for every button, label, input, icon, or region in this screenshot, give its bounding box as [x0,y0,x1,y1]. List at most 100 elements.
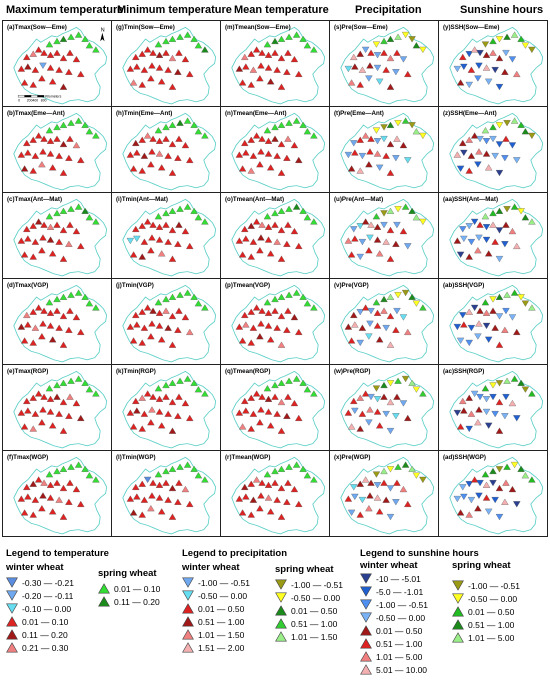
map-panel: (e)Tmax(RGP) [2,364,112,451]
station-marker [412,128,421,135]
station-marker [474,505,482,512]
station-marker [356,511,364,518]
station-marker [277,465,286,472]
station-marker [283,154,291,161]
panel-title: (e)Tmax(RGP) [7,368,49,375]
triangle-up-icon [275,631,287,642]
station-marker [489,49,497,56]
station-marker [386,380,395,387]
map-panel: (i)Tmin(Ant—Mat) [111,192,221,279]
station-marker [132,397,140,405]
station-marker [465,425,473,433]
station-marker [412,472,421,479]
station-marker [252,46,261,53]
station-marker [365,247,373,254]
panel-title: (q)Tmean(RGP) [225,368,271,375]
station-marker [126,495,135,502]
station-marker [513,501,521,508]
station-marker [303,386,312,393]
station-marker [168,226,177,234]
station-marker [459,226,467,233]
panel-title: (s)Pre(Sow—Eme) [334,24,388,31]
station-marker [489,393,497,401]
legend-item-label: -0.10 — 0.00 [22,603,72,614]
station-marker [393,135,401,142]
station-marker [138,136,146,143]
station-marker [508,314,517,321]
station-marker [356,425,364,432]
legend-item-label: -0.50 — 0.00 [198,590,248,601]
station-marker [375,164,384,171]
map-svg [122,456,217,535]
station-marker [310,46,318,53]
station-marker [495,83,504,91]
region-boundary [340,284,435,363]
map-panel: (aa)SSH(Ant—Mat) [438,192,548,279]
station-marker [155,494,164,501]
station-marker [271,479,279,486]
station-marker [183,203,192,210]
station-marker [465,223,473,230]
triangle-up-icon [98,583,110,594]
station-marker [74,31,83,38]
station-marker [92,218,100,225]
region-boundary [122,456,217,535]
region-boundary [13,198,108,277]
station-marker [17,323,26,330]
station-marker [484,508,493,515]
station-marker [465,167,473,174]
panel-title: (f)Tmax(WGP) [7,454,49,461]
station-marker [194,42,203,49]
station-marker [157,164,166,171]
map-svg [340,284,435,363]
station-marker [277,54,286,62]
station-marker [361,390,370,397]
station-marker [154,385,163,392]
station-marker [235,495,244,502]
triangle-up-icon [360,625,372,636]
map-panel: (n)Tmean(Eme—Ant) [220,106,330,193]
station-marker [31,238,40,245]
station-marker [367,307,375,315]
station-marker [510,203,519,210]
station-marker [53,393,61,400]
legend-item: 1.01 — 5.00 [360,650,428,663]
station-marker [242,63,250,70]
station-marker [168,398,177,406]
station-marker [277,226,286,234]
station-marker [77,70,85,78]
panel-title: (o)Tmean(Ant—Mat) [225,196,285,203]
map-panel: (l)Tmin(WGP) [111,450,221,537]
station-marker [476,307,484,314]
station-marker [20,79,29,86]
station-marker [284,307,292,314]
station-marker [358,152,367,160]
triangle-up-icon [6,629,18,640]
station-marker [235,151,244,158]
station-marker [263,471,272,478]
station-marker [186,242,194,250]
station-marker [358,410,367,417]
station-marker [491,152,499,160]
station-marker [510,31,519,38]
station-marker [29,81,37,88]
region-boundary [13,284,108,363]
station-marker [194,300,203,307]
station-marker [465,51,473,58]
station-marker [24,149,32,156]
station-marker [373,309,382,316]
station-marker [284,393,292,400]
north-arrow-icon: N [100,28,105,42]
station-marker [155,236,164,243]
station-marker [419,46,427,54]
station-marker [495,227,504,234]
station-marker [277,207,286,214]
map-panel: (r)Tmean(WGP) [220,450,330,537]
station-marker [386,83,395,90]
station-marker [55,152,63,159]
station-marker [401,31,410,39]
station-marker [242,149,250,156]
station-marker [373,408,382,415]
legend-item: 0.01 — 0.50 [360,624,428,637]
station-marker [528,390,536,397]
